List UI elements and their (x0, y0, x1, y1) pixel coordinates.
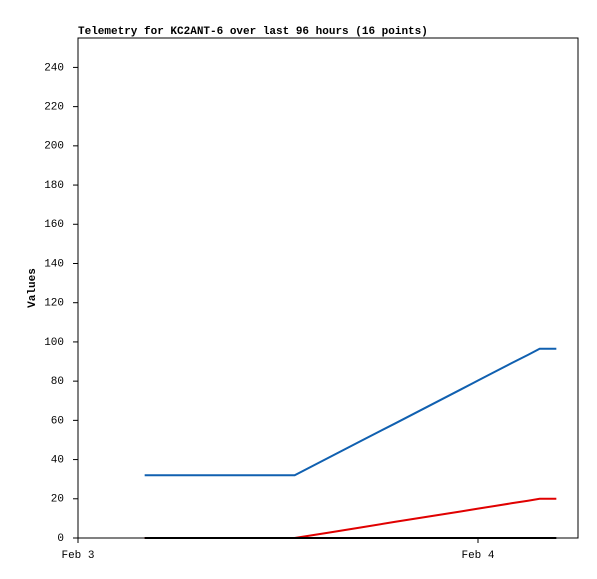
y-tick-label: 100 (44, 337, 64, 349)
x-tick-label: Feb 3 (61, 550, 94, 562)
series-line (144, 497, 557, 539)
y-tick-label: 80 (51, 376, 64, 388)
y-tick-label: 220 (44, 102, 64, 114)
y-tick-label: 0 (57, 533, 64, 545)
y-axis-label: Values (27, 268, 39, 308)
y-tick-label: 240 (44, 62, 64, 74)
y-tick-label: 40 (51, 454, 64, 466)
plot-frame (77, 37, 579, 539)
chart-title: Telemetry for KC2ANT-6 over last 96 hour… (78, 26, 428, 38)
y-tick-label: 60 (51, 415, 64, 427)
y-tick-label: 120 (44, 298, 64, 310)
y-tick-label: 180 (44, 180, 64, 192)
y-tick-label: 20 (51, 494, 64, 506)
y-tick-label: 160 (44, 219, 64, 231)
y-tick-label: 200 (44, 141, 64, 153)
series-line (144, 347, 557, 477)
y-tick-label: 140 (44, 258, 64, 270)
x-tick-label: Feb 4 (461, 550, 494, 562)
